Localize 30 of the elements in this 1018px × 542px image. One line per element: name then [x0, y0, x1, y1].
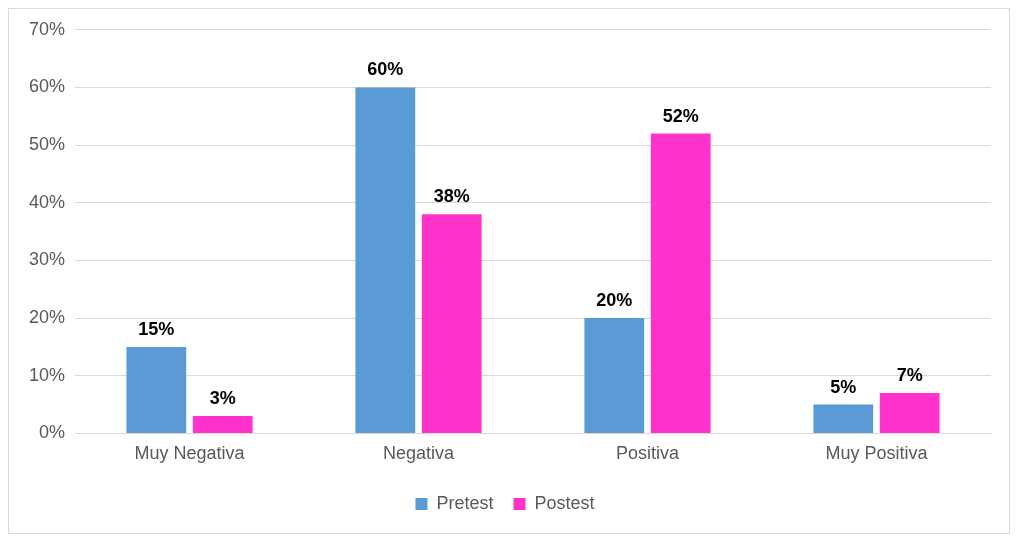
- text: 7%: [896, 365, 923, 386]
- text: 60%: [367, 59, 404, 80]
- legend-label: Pretest: [436, 492, 494, 513]
- y-tick-label: 0%: [39, 422, 66, 443]
- y-tick-label: 70%: [29, 18, 66, 39]
- bar: [813, 404, 874, 433]
- text: 52%: [662, 105, 699, 126]
- y-tick-label: 10%: [29, 364, 66, 385]
- text: 3%: [209, 388, 236, 409]
- bar: [192, 416, 253, 433]
- text: 15%: [138, 318, 175, 339]
- bar: [584, 318, 645, 433]
- text: 5%: [830, 376, 857, 397]
- bar: [355, 87, 416, 433]
- bar: [879, 393, 940, 433]
- bar: [421, 214, 482, 433]
- x-tick-label: Muy Positiva: [825, 443, 929, 464]
- y-tick-label: 20%: [29, 307, 66, 328]
- legend-label: Postest: [534, 492, 595, 513]
- x-tick-label: Muy Negativa: [134, 443, 246, 464]
- y-tick-label: 40%: [29, 191, 66, 212]
- text: 20%: [596, 290, 633, 311]
- x-tick-label: Negativa: [382, 443, 456, 464]
- y-tick-label: 60%: [29, 76, 66, 97]
- y-tick-label: 30%: [29, 249, 66, 270]
- bar: [650, 133, 711, 433]
- bar: [126, 346, 187, 433]
- y-tick-label: 50%: [29, 134, 66, 155]
- text: 38%: [433, 186, 470, 207]
- x-tick-label: Positiva: [615, 443, 681, 464]
